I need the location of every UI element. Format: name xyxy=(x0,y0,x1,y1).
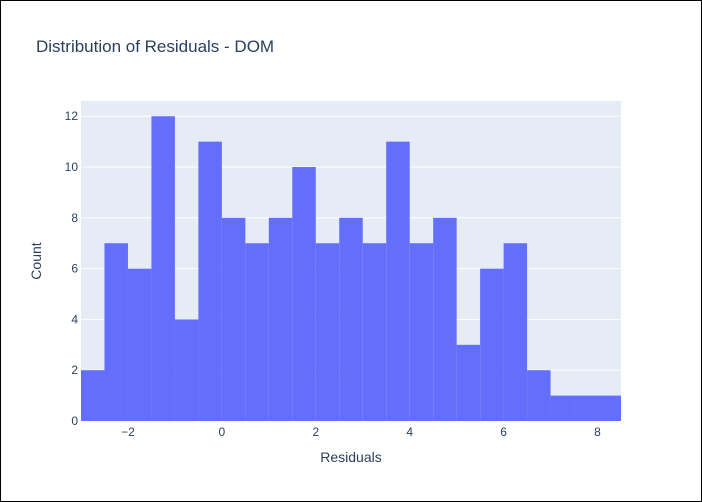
x-axis-title: Residuals xyxy=(320,449,381,465)
x-axis-ticks: −2 0 2 4 6 8 xyxy=(121,425,601,439)
histogram-bar xyxy=(480,268,504,421)
histogram-bar xyxy=(81,370,105,421)
histogram-bar xyxy=(597,395,621,421)
chart-title: Distribution of Residuals - DOM xyxy=(36,37,274,56)
histogram-bar xyxy=(268,217,293,421)
histogram-bar xyxy=(104,243,128,421)
x-tick-label: 6 xyxy=(500,425,507,439)
histogram-bar xyxy=(198,141,222,421)
histogram-bar xyxy=(174,319,199,421)
histogram-bar xyxy=(527,370,551,421)
x-tick-label: 4 xyxy=(406,425,413,439)
histogram-bar xyxy=(127,268,152,421)
x-tick-label: 2 xyxy=(312,425,319,439)
x-tick-label: 0 xyxy=(219,425,226,439)
histogram-bar xyxy=(409,243,434,421)
histogram-bar xyxy=(433,217,457,421)
histogram-bar xyxy=(386,141,410,421)
bars xyxy=(81,116,621,421)
histogram-bar xyxy=(339,217,363,421)
y-tick-label: 12 xyxy=(65,109,79,123)
histogram-bar xyxy=(221,217,246,421)
y-tick-label: 0 xyxy=(71,414,78,428)
x-tick-label: 8 xyxy=(594,425,601,439)
histogram-bar xyxy=(292,167,316,421)
histogram-bar xyxy=(550,395,575,421)
histogram-bar xyxy=(245,243,269,421)
histogram-bar xyxy=(315,243,340,421)
histogram-bar xyxy=(362,243,387,421)
y-tick-label: 6 xyxy=(71,262,78,276)
histogram-bar xyxy=(503,243,528,421)
x-tick-label: −2 xyxy=(121,425,135,439)
y-tick-label: 8 xyxy=(71,211,78,225)
y-tick-label: 2 xyxy=(71,363,78,377)
y-tick-label: 10 xyxy=(65,160,79,174)
y-tick-label: 4 xyxy=(71,312,78,326)
y-axis-ticks: 0 2 4 6 8 10 12 xyxy=(65,109,79,428)
y-axis-title: Count xyxy=(28,242,44,279)
histogram-bar xyxy=(574,395,598,421)
histogram-bar xyxy=(151,116,175,421)
histogram-bar xyxy=(456,344,481,421)
